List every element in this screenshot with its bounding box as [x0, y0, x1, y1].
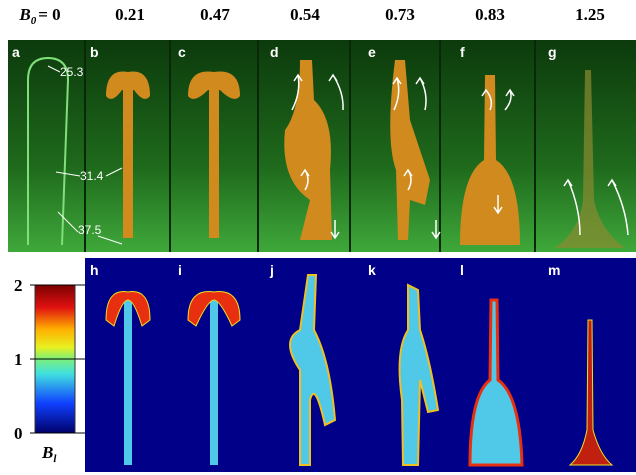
colorbar-tick-label: 1 — [14, 350, 23, 369]
subscript: l — [53, 453, 57, 465]
sim-cap — [105, 291, 151, 327]
header-label: 0.54 — [290, 5, 320, 24]
plume-stem — [123, 78, 133, 238]
annotation: 25.3 — [60, 65, 84, 79]
flow-arrow — [330, 195, 503, 240]
panel-letter: h — [90, 262, 99, 278]
decoration — [27, 40, 629, 467]
flow-arrow — [563, 178, 581, 236]
simulation-strip — [85, 258, 636, 472]
flow-arrow — [415, 76, 427, 111]
plume — [284, 60, 332, 240]
sim-plume — [568, 319, 614, 466]
leader-line — [47, 65, 123, 245]
flow-arrow — [481, 88, 493, 111]
sim-stem — [210, 300, 218, 465]
annotation: 31.4 — [80, 169, 104, 183]
panel-letter: g — [548, 44, 557, 60]
sim-cap — [187, 291, 241, 327]
flow-arrow — [291, 73, 303, 111]
panel-letter: m — [548, 262, 560, 278]
header-label: 1.25 — [575, 5, 605, 24]
plume — [460, 75, 520, 245]
colorbar-tick-label: 2 — [14, 276, 23, 295]
sim-stem — [124, 300, 132, 465]
flow-arrow — [300, 168, 310, 191]
colorbar-tick-label: 0 — [14, 424, 23, 443]
text: = 0 — [38, 5, 60, 24]
sim-plume — [468, 298, 524, 467]
symbol: B — [41, 443, 53, 462]
panel-letter: c — [178, 44, 186, 60]
panel-letter: j — [269, 262, 274, 278]
panel-letter: a — [12, 44, 20, 60]
flow-arrow — [403, 168, 413, 191]
flow-arrow — [607, 178, 629, 236]
flow-arrow — [504, 88, 515, 111]
sim-plume — [398, 283, 440, 466]
plume-cap — [188, 71, 240, 99]
header-label: 0.83 — [475, 5, 505, 24]
flow-arrow — [328, 73, 344, 111]
panel-letter: k — [368, 262, 376, 278]
plume — [390, 60, 430, 240]
panel-letter: d — [270, 44, 279, 60]
contour — [27, 56, 70, 246]
panel-letter: b — [90, 44, 99, 60]
annotation: 37.5 — [78, 223, 102, 237]
header-label: 0.21 — [115, 5, 145, 24]
flow-arrow — [392, 76, 402, 111]
panel-letter: e — [368, 44, 376, 60]
sim-plume — [289, 274, 337, 466]
panel-letter: l — [460, 262, 464, 278]
plume-stem — [209, 78, 219, 238]
header-label: B0 = 0 — [18, 5, 60, 27]
subscript: 0 — [31, 15, 37, 27]
plume-cap — [106, 71, 150, 99]
symbol: B — [18, 5, 30, 24]
colorbar-label: Bl — [41, 443, 57, 465]
header-label: 0.73 — [385, 5, 415, 24]
panel-letter: i — [178, 262, 182, 278]
plume — [555, 70, 625, 248]
header-label: 0.47 — [200, 5, 230, 24]
panel-letter: f — [460, 44, 465, 60]
